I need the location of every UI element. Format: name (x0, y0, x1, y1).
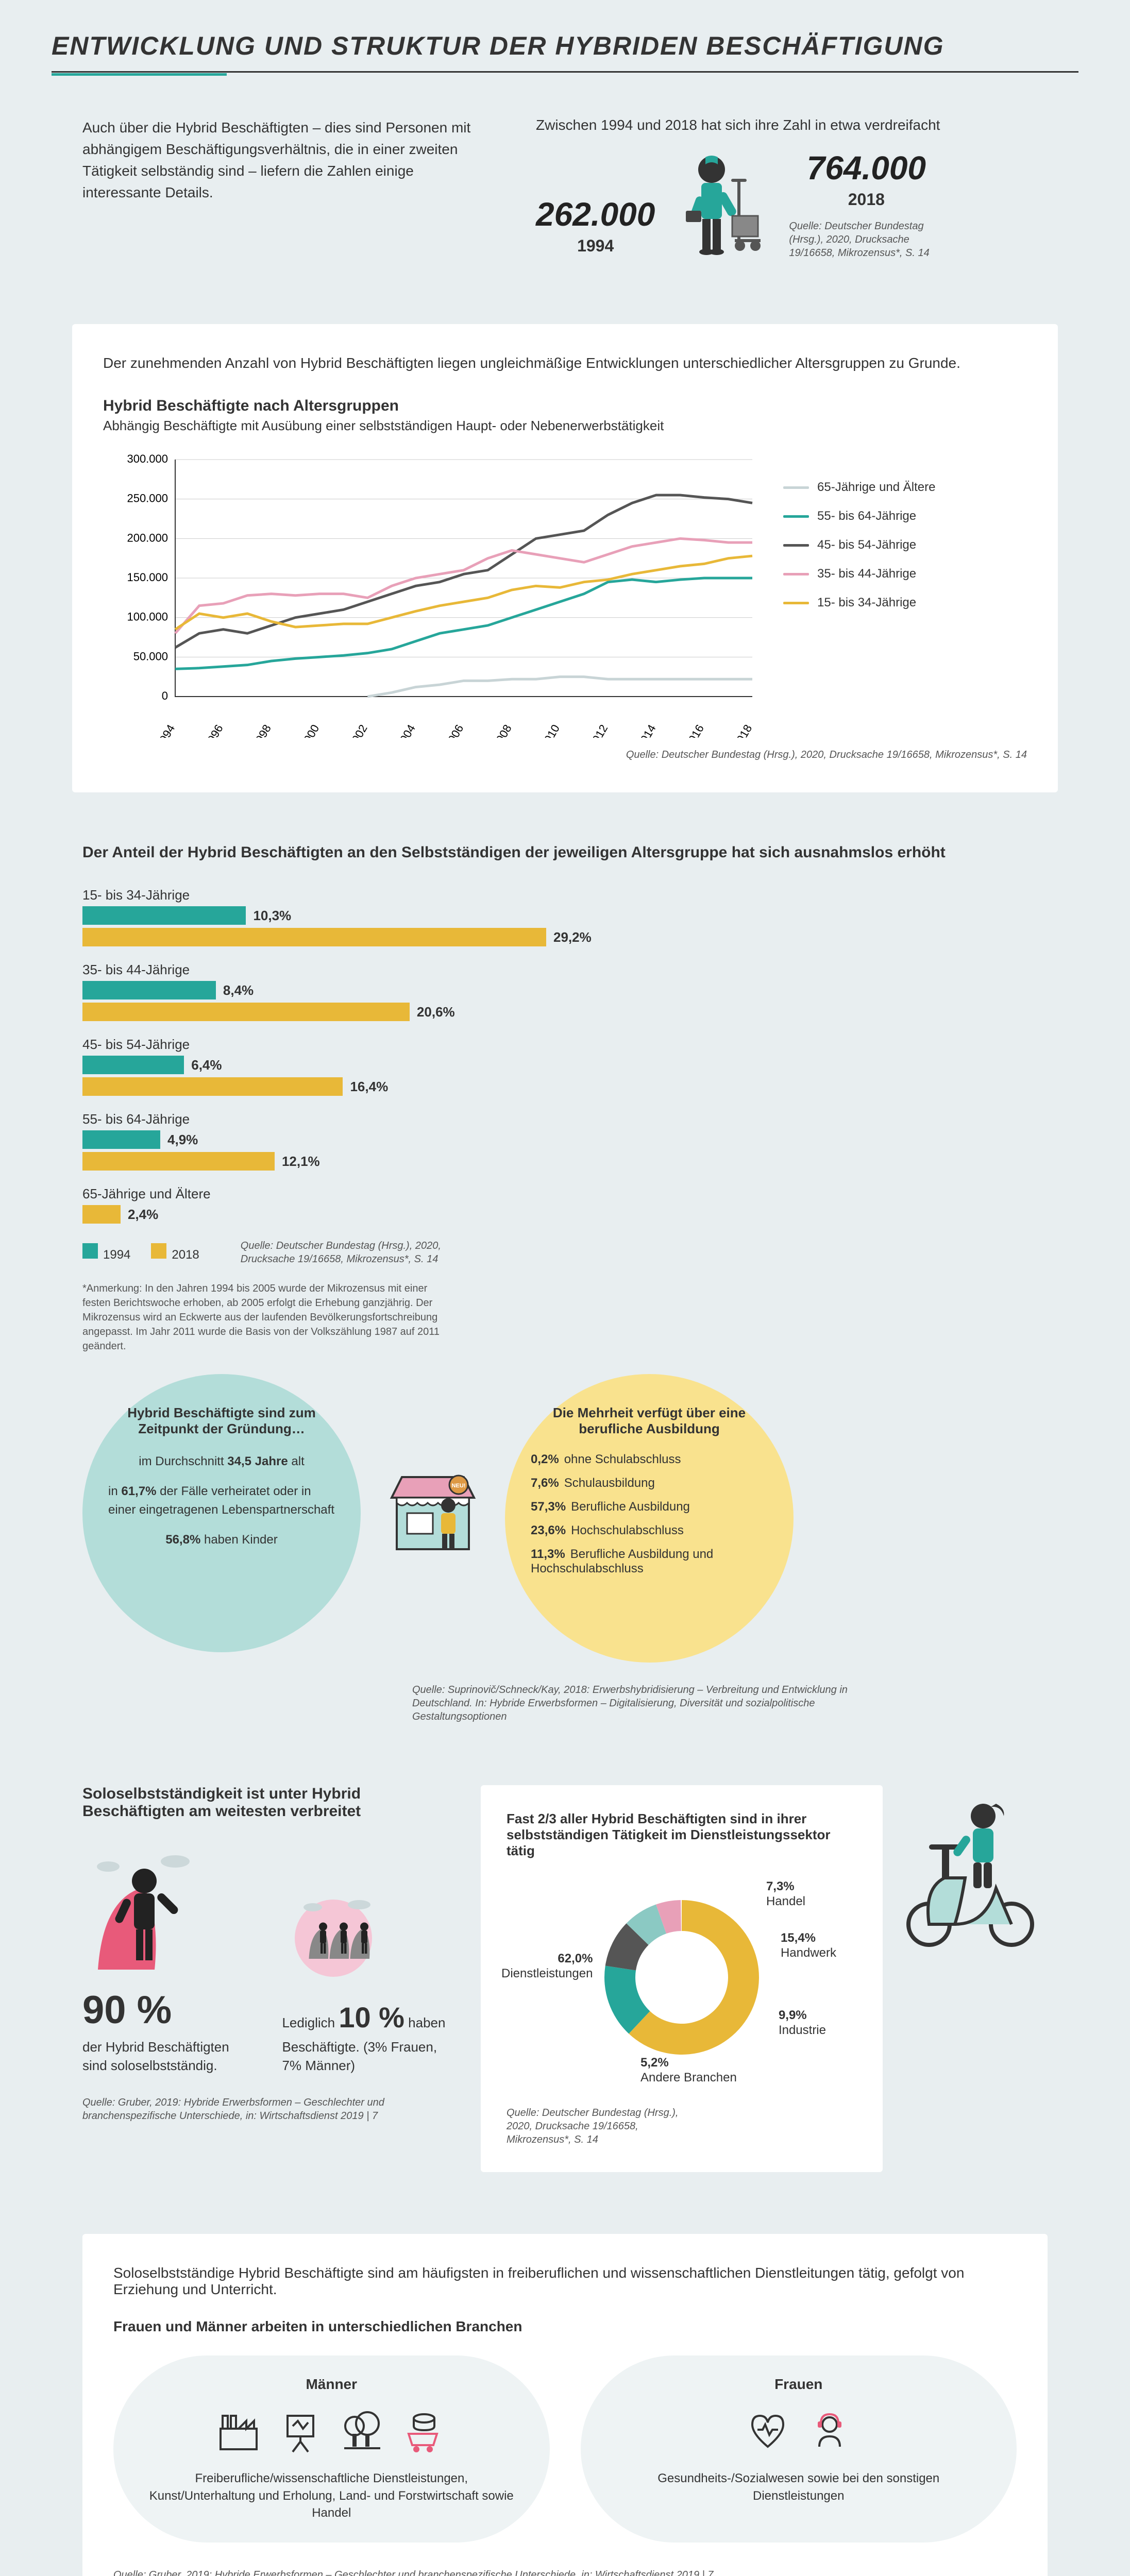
svg-text:0: 0 (162, 689, 168, 702)
intro-text: Auch über die Hybrid Beschäftigten – die… (82, 117, 474, 273)
legend-2018: 2018 (172, 1248, 199, 1262)
pct-10: 10 % (339, 2001, 404, 2033)
superhero-small-icon (282, 1897, 385, 1990)
svg-text:1996: 1996 (202, 722, 226, 738)
men-bubble: Männer Freiberufliche/wissenschaftliche … (113, 2355, 550, 2543)
t: alt (288, 1454, 305, 1468)
svg-text:1994: 1994 (154, 722, 177, 738)
tree-icon (339, 2408, 385, 2454)
pct-90: 90 % (82, 1988, 172, 2032)
person-trolley-icon (670, 149, 773, 273)
gender-card: Soloselbstständige Hybrid Beschäftigte s… (82, 2234, 1048, 2576)
chart-title: Hybrid Beschäftigte nach Altersgruppen (103, 397, 1027, 415)
svg-text:2006: 2006 (442, 722, 466, 738)
factory-icon (215, 2408, 262, 2454)
svg-text:250.000: 250.000 (127, 492, 168, 505)
stat-1994-value: 262.000 (536, 195, 655, 233)
stat-2018-year: 2018 (789, 190, 943, 209)
bubble-education: Die Mehrheit verfügt über eine beruflich… (505, 1374, 794, 1663)
svg-text:NEU!: NEU! (452, 1483, 466, 1489)
card-intro: Der zunehmenden Anzahl von Hybrid Beschä… (103, 355, 1027, 371)
svg-text:200.000: 200.000 (127, 531, 168, 544)
svg-text:2018: 2018 (731, 722, 754, 738)
bubble-teal-title: Hybrid Beschäftigte sind zum Zeitpunkt d… (108, 1405, 335, 1437)
solo-source: Quelle: Gruber, 2019: Hybride Erwerbsfor… (82, 2096, 392, 2123)
svg-text:100.000: 100.000 (127, 611, 168, 623)
easel-icon (277, 2408, 324, 2454)
chart-source: Quelle: Deutscher Bundestag (Hrsg.), 202… (103, 748, 1027, 761)
headset-icon (806, 2408, 853, 2454)
solo-title: Soloselbstständigkeit ist unter Hybrid B… (82, 1785, 450, 1820)
donut-source: Quelle: Deutscher Bundestag (Hrsg.), 202… (507, 2106, 692, 2146)
svg-text:2010: 2010 (538, 722, 562, 738)
t: Lediglich (282, 2015, 339, 2030)
bars-source: Quelle: Deutscher Bundestag (Hrsg.), 202… (241, 1239, 498, 1266)
t: haben Kinder (200, 1533, 277, 1547)
svg-text:2008: 2008 (491, 722, 514, 738)
gender-heading: Frauen und Männer arbeiten in unterschie… (113, 2318, 1017, 2335)
cart-icon (401, 2408, 447, 2454)
bar-legend: 1994 2018 Quelle: Deutscher Bundestag (H… (82, 1239, 1048, 1266)
svg-text:2014: 2014 (635, 722, 659, 738)
stat-1994-year: 1994 (536, 236, 655, 256)
women-desc: Gesundheits-/Sozialwesen sowie bei den s… (612, 2470, 986, 2504)
t: in (108, 1484, 121, 1498)
donut-chart (579, 1874, 785, 2080)
donut-title: Fast 2/3 aller Hybrid Beschäftigten sind… (507, 1811, 857, 1859)
bubble-founding: Hybrid Beschäftigte sind zum Zeitpunkt d… (82, 1374, 361, 1652)
chart-legend: 65-Jährige und Ältere55- bis 64-Jährige4… (783, 449, 935, 738)
page-title: ENTWICKLUNG UND STRUKTUR DER HYBRIDEN BE… (52, 31, 1078, 73)
women-bubble: Frauen Gesundheits-/Sozialwesen sowie be… (581, 2355, 1017, 2543)
t: 56,8% (165, 1533, 200, 1547)
accent-line (52, 73, 227, 76)
svg-text:2004: 2004 (394, 722, 418, 738)
pct-90-desc: der Hybrid Beschäftigten sind solo­selbs… (82, 2038, 241, 2075)
men-desc: Freiberufliche/wissenschaftliche Dienstl… (144, 2470, 519, 2522)
donut-card: Fast 2/3 aller Hybrid Beschäftigten sind… (481, 1785, 883, 2172)
men-label: Männer (144, 2376, 519, 2393)
women-label: Frauen (612, 2376, 986, 2393)
line-chart: 0 50.000 100.000 150.000 200.000 250.000 300.0… (103, 449, 773, 738)
source-1: Quelle: Deutscher Bundestag (Hrsg.), 202… (789, 219, 943, 260)
gender-source: Quelle: Gruber, 2019: Hybride Erwerbsfor… (113, 2568, 1017, 2576)
chart-subtitle: Abhängig Beschäftigte mit Ausübung einer… (103, 418, 1027, 434)
t: im Durchschnitt (139, 1454, 227, 1468)
superhero-big-icon (82, 1846, 206, 1980)
svg-text:1998: 1998 (250, 722, 274, 738)
svg-text:300.000: 300.000 (127, 452, 168, 465)
svg-text:2012: 2012 (586, 722, 610, 738)
heart-icon (745, 2408, 791, 2454)
bars-note: *Anmerkung: In den Jahren 1994 bis 2005 … (82, 1281, 453, 1353)
bar-chart: 15- bis 34-Jährige10,3%29,2%35- bis 44-J… (52, 887, 1078, 1224)
tripled-text: Zwischen 1994 und 2018 hat sich ihre Zah… (536, 117, 1048, 133)
svg-text:2002: 2002 (346, 722, 370, 738)
svg-text:2016: 2016 (683, 722, 706, 738)
stat-2018-value: 764.000 (789, 149, 943, 187)
svg-text:150.000: 150.000 (127, 571, 168, 584)
legend-1994: 1994 (103, 1248, 130, 1262)
shop-icon: NEU! (381, 1456, 484, 1560)
bars-heading: Der Anteil der Hybrid Beschäftigten an d… (82, 844, 1048, 861)
gender-intro: Soloselbstständige Hybrid Beschäftigte s… (113, 2265, 1017, 2298)
t: 34,5 Jahre (227, 1454, 288, 1468)
line-chart-card: Der zunehmenden Anzahl von Hybrid Beschä… (72, 324, 1058, 792)
svg-text:50.000: 50.000 (133, 650, 168, 663)
bubble-yellow-title: Die Mehrheit verfügt über eine beruflich… (531, 1405, 768, 1437)
bubble-source: Quelle: Suprinovič/Schneck/Kay, 2018: Er… (412, 1683, 876, 1723)
scooter-icon (893, 1785, 1048, 1950)
svg-text:2000: 2000 (298, 722, 322, 738)
t: 61,7% (121, 1484, 156, 1498)
